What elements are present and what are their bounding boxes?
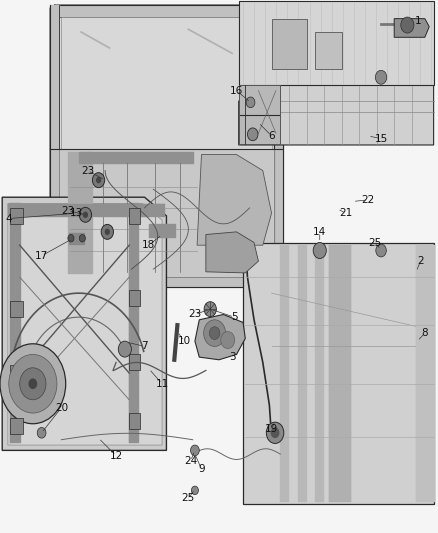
Polygon shape xyxy=(243,243,434,504)
Circle shape xyxy=(83,212,88,218)
Polygon shape xyxy=(206,232,258,273)
Polygon shape xyxy=(239,85,434,145)
Circle shape xyxy=(92,173,105,188)
Circle shape xyxy=(101,224,113,239)
Circle shape xyxy=(246,97,255,108)
Bar xyxy=(10,418,23,434)
Circle shape xyxy=(96,177,101,183)
Polygon shape xyxy=(50,5,283,287)
Text: 16: 16 xyxy=(230,86,243,95)
Bar xyxy=(129,413,140,429)
Circle shape xyxy=(191,486,198,495)
Text: 10: 10 xyxy=(177,336,191,346)
Text: 14: 14 xyxy=(313,227,326,237)
Circle shape xyxy=(221,332,235,349)
Bar xyxy=(10,208,23,224)
Text: 9: 9 xyxy=(198,464,205,474)
Circle shape xyxy=(375,70,387,84)
Text: 4: 4 xyxy=(5,214,12,223)
Text: 15: 15 xyxy=(374,134,388,143)
Circle shape xyxy=(0,344,66,424)
Circle shape xyxy=(105,229,110,235)
Text: 2: 2 xyxy=(417,256,424,266)
Polygon shape xyxy=(197,155,272,245)
Text: 5: 5 xyxy=(231,312,238,322)
Circle shape xyxy=(37,427,46,438)
Bar xyxy=(272,19,307,69)
Circle shape xyxy=(68,235,74,242)
Bar xyxy=(129,208,140,224)
Circle shape xyxy=(376,244,386,257)
Text: 12: 12 xyxy=(110,451,123,461)
Bar xyxy=(10,301,23,317)
Circle shape xyxy=(191,445,199,456)
Text: 7: 7 xyxy=(141,342,148,351)
Text: 25: 25 xyxy=(368,238,381,247)
Text: 13: 13 xyxy=(70,208,83,218)
Text: 23: 23 xyxy=(188,310,201,319)
Text: 11: 11 xyxy=(155,379,169,389)
Circle shape xyxy=(28,378,37,389)
Text: 25: 25 xyxy=(182,494,195,503)
Text: 3: 3 xyxy=(229,352,236,362)
Text: 23: 23 xyxy=(81,166,94,175)
Circle shape xyxy=(204,302,216,317)
Circle shape xyxy=(9,354,57,413)
Circle shape xyxy=(204,320,226,346)
Circle shape xyxy=(209,327,220,340)
Bar xyxy=(129,290,140,306)
Bar xyxy=(315,32,342,69)
Circle shape xyxy=(79,235,85,242)
Circle shape xyxy=(401,17,414,33)
Text: 21: 21 xyxy=(339,208,353,218)
Polygon shape xyxy=(8,204,162,445)
Text: 20: 20 xyxy=(55,403,68,413)
Circle shape xyxy=(313,243,326,259)
Text: 19: 19 xyxy=(265,424,278,434)
Polygon shape xyxy=(195,314,245,360)
Text: 17: 17 xyxy=(35,251,48,261)
Polygon shape xyxy=(394,19,429,37)
Text: 22: 22 xyxy=(361,195,374,205)
Text: 24: 24 xyxy=(184,456,197,466)
Text: 8: 8 xyxy=(421,328,428,338)
Polygon shape xyxy=(2,197,166,450)
Circle shape xyxy=(271,427,279,438)
Circle shape xyxy=(20,368,46,400)
Circle shape xyxy=(79,207,92,222)
Text: 18: 18 xyxy=(142,240,155,250)
Polygon shape xyxy=(59,149,274,277)
Bar xyxy=(129,354,140,370)
Text: 1: 1 xyxy=(415,17,422,26)
Circle shape xyxy=(118,341,131,357)
Bar xyxy=(10,365,23,381)
Polygon shape xyxy=(239,85,280,144)
Text: 6: 6 xyxy=(268,131,275,141)
Circle shape xyxy=(266,422,284,443)
Circle shape xyxy=(247,128,258,141)
Polygon shape xyxy=(61,17,272,149)
Text: 23: 23 xyxy=(61,206,74,215)
Polygon shape xyxy=(239,1,434,85)
